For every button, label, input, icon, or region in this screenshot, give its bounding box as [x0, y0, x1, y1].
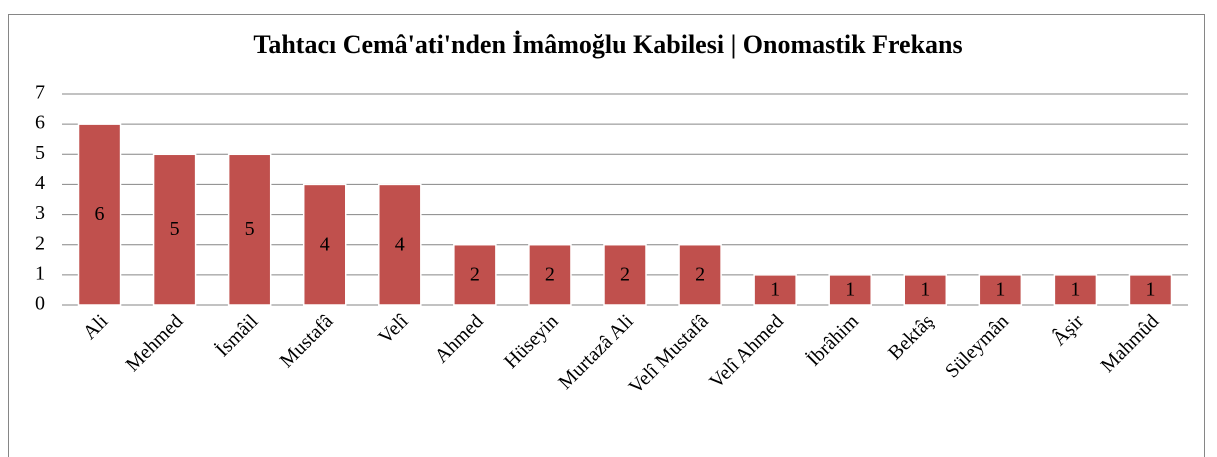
bar	[903, 274, 948, 306]
y-tick-label: 1	[35, 262, 45, 284]
value-label: 4	[320, 233, 330, 255]
bar	[302, 183, 347, 306]
bar	[77, 123, 122, 306]
bar	[1053, 274, 1098, 306]
bar	[753, 274, 797, 306]
bar	[1128, 274, 1173, 306]
chart-frame	[8, 14, 1205, 457]
value-label: 1	[1145, 279, 1155, 301]
value-label: 1	[1070, 279, 1080, 301]
value-label: 1	[845, 279, 855, 301]
value-label: 2	[620, 263, 630, 285]
value-label: 5	[170, 218, 180, 240]
bar	[378, 183, 422, 306]
y-tick-label: 4	[35, 172, 45, 194]
value-label: 2	[545, 263, 555, 285]
bar	[152, 153, 197, 306]
bar	[678, 243, 722, 306]
bar	[227, 153, 272, 306]
chart-title: Tahtacı Cemâ'ati'nden İmâmoğlu Kabilesi …	[253, 30, 962, 59]
value-label: 2	[695, 263, 705, 285]
y-tick-label: 0	[35, 293, 45, 315]
value-label: 6	[95, 203, 105, 225]
bar	[453, 243, 497, 306]
y-tick-label: 5	[35, 142, 45, 164]
y-tick-label: 2	[35, 232, 45, 254]
value-label: 2	[470, 263, 480, 285]
bar	[603, 243, 647, 306]
value-label: 1	[770, 279, 780, 301]
bar	[978, 274, 1023, 306]
bar	[528, 243, 572, 306]
y-tick-label: 3	[35, 202, 45, 224]
value-label: 4	[395, 233, 405, 255]
value-label: 1	[920, 279, 930, 301]
y-tick-label: 7	[35, 82, 45, 104]
value-label: 5	[245, 218, 255, 240]
bar	[828, 274, 872, 306]
value-label: 1	[995, 279, 1005, 301]
y-tick-label: 6	[35, 112, 45, 134]
